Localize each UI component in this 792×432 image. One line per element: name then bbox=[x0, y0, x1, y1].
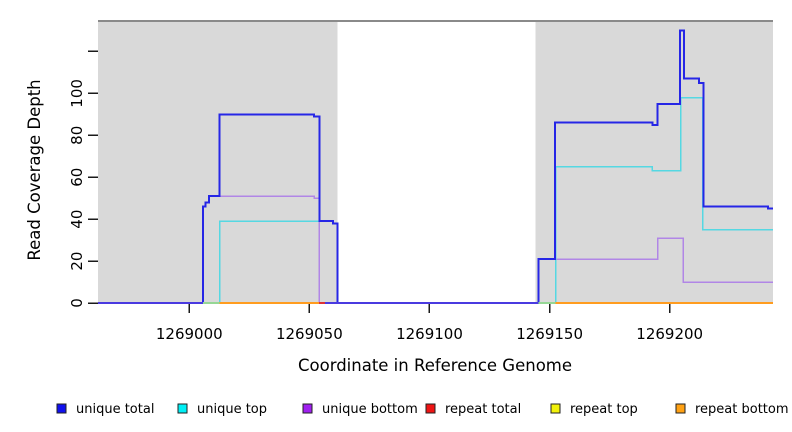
legend-label-unique-bottom: unique bottom bbox=[322, 402, 418, 417]
legend-swatch-repeat-total bbox=[425, 403, 436, 414]
x-axis-tick-label: 1269200 bbox=[636, 325, 703, 343]
y-axis-tick-label: 40 bbox=[68, 210, 86, 229]
x-axis-tick-label: 1269150 bbox=[516, 325, 583, 343]
legend-swatch-repeat-top bbox=[550, 403, 561, 414]
legend-label-repeat-top: repeat top bbox=[570, 402, 638, 417]
legend-swatch-unique-bottom bbox=[302, 403, 313, 414]
series-lines-layer bbox=[98, 29, 773, 304]
series-line-unique-total bbox=[98, 29, 773, 304]
legend-swatch-unique-top bbox=[177, 403, 188, 414]
y-axis-tick-label: 0 bbox=[68, 298, 86, 308]
shaded-region bbox=[98, 22, 338, 303]
y-axis-tick-label: 80 bbox=[68, 126, 86, 145]
legend-label-unique-top: unique top bbox=[197, 402, 267, 417]
shaded-regions-layer bbox=[98, 20, 773, 303]
axes-layer: 1269000 1269050 1269100 1269150 1269200 0 20 40… bbox=[68, 50, 703, 343]
y-axis-title: Read Coverage Depth bbox=[25, 79, 44, 260]
legend-label-repeat-bottom: repeat bottom bbox=[695, 402, 789, 417]
shaded-region bbox=[535, 22, 773, 303]
x-axis-tick-label: 1269000 bbox=[156, 325, 223, 343]
legend-swatch-repeat-bottom bbox=[675, 403, 686, 414]
y-axis-tick-label: 20 bbox=[68, 252, 86, 271]
y-axis-tick-label: 60 bbox=[68, 168, 86, 187]
legend-label-repeat-total: repeat total bbox=[445, 402, 521, 417]
legend-swatch-unique-total bbox=[56, 403, 67, 414]
legend: unique total unique top unique bottom repea… bbox=[56, 402, 789, 417]
legend-label-unique-total: unique total bbox=[76, 402, 154, 417]
x-axis-tick-label: 1269100 bbox=[396, 325, 463, 343]
x-axis-title: Coordinate in Reference Genome bbox=[298, 356, 572, 375]
x-axis-tick-label: 1269050 bbox=[276, 325, 343, 343]
y-axis-tick-label: 100 bbox=[68, 79, 86, 108]
